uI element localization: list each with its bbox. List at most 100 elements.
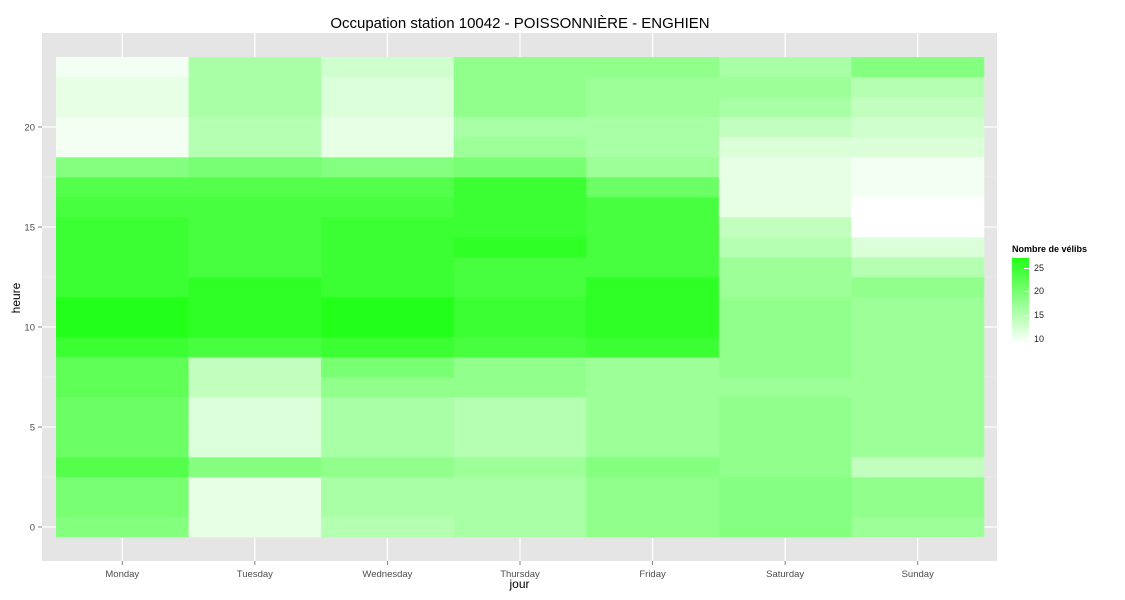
heatmap-cell	[188, 237, 322, 258]
heatmap-cell	[586, 77, 720, 98]
heatmap-cell	[321, 137, 455, 158]
heatmap-cell	[188, 397, 322, 418]
heatmap-cell	[56, 417, 189, 438]
heatmap-cell	[851, 77, 985, 98]
heatmap-cell	[851, 277, 985, 298]
x-tick-label: Wednesday	[362, 569, 412, 580]
heatmap-cell	[188, 377, 322, 398]
heatmap-cell	[321, 397, 455, 418]
heatmap-cell	[718, 137, 852, 158]
heatmap-cell	[56, 477, 189, 498]
heatmap-cell	[718, 517, 852, 538]
x-axis-label: jour	[509, 577, 530, 591]
heatmap-cell	[586, 237, 720, 258]
y-tick-label: 5	[30, 423, 35, 434]
heatmap-cell	[586, 157, 720, 178]
heatmap-cell	[56, 97, 189, 118]
heatmap-cell	[188, 477, 322, 498]
heatmap-cell	[851, 417, 985, 438]
heatmap-cell	[453, 337, 587, 358]
heatmap-cell	[851, 477, 985, 498]
heatmap-cell	[453, 277, 587, 298]
x-tick-label: Monday	[105, 569, 139, 580]
heatmap-cell	[321, 117, 455, 138]
heatmap-cell	[188, 357, 322, 378]
heatmap-cell	[56, 77, 189, 98]
heatmap-cell	[56, 177, 189, 198]
heatmap-cell	[851, 197, 985, 218]
heatmap-cell	[586, 337, 720, 358]
heatmap-cell	[453, 237, 587, 258]
heatmap-cell	[718, 157, 852, 178]
heatmap-cell	[56, 57, 189, 78]
legend-tick-mark	[1024, 291, 1029, 293]
heatmap-cell	[453, 497, 587, 518]
heatmap-cell	[718, 57, 852, 78]
heatmap-cell	[56, 377, 189, 398]
heatmap-cell	[851, 57, 985, 78]
heatmap-cell	[453, 477, 587, 498]
heatmap-cell	[718, 297, 852, 318]
heatmap-cell	[453, 397, 587, 418]
heatmap-cell	[56, 457, 189, 478]
heatmap-cell	[321, 497, 455, 518]
heatmap-cell	[851, 497, 985, 518]
heatmap-cell	[453, 317, 587, 338]
heatmap-cell	[188, 337, 322, 358]
heatmap-cell	[586, 97, 720, 118]
heatmap-cell	[718, 177, 852, 198]
heatmap-cell	[851, 377, 985, 398]
heatmap-cell	[453, 137, 587, 158]
heatmap-cell	[188, 497, 322, 518]
heatmap-cell	[851, 297, 985, 318]
heatmap-cell	[718, 497, 852, 518]
heatmap-cell	[851, 517, 985, 538]
heatmap-cell	[188, 157, 322, 178]
heatmap-cell	[56, 157, 189, 178]
heatmap-cell	[321, 237, 455, 258]
heatmap-cell	[188, 117, 322, 138]
heatmap-cell	[586, 137, 720, 158]
heatmap-cell	[188, 57, 322, 78]
heatmap-cell	[56, 137, 189, 158]
heatmap-cell	[586, 297, 720, 318]
heatmap-cell	[188, 417, 322, 438]
heatmap-cell	[188, 277, 322, 298]
heatmap-cell	[453, 457, 587, 478]
heatmap-cell	[188, 197, 322, 218]
heatmap-cell	[56, 237, 189, 258]
heatmap-cell	[718, 277, 852, 298]
heatmap-cell	[586, 417, 720, 438]
heatmap-cell	[586, 497, 720, 518]
heatmap-cell	[321, 317, 455, 338]
heatmap-cell	[321, 157, 455, 178]
heatmap-cell	[321, 517, 455, 538]
heatmap-cell	[188, 217, 322, 238]
legend-tick-mark	[1024, 339, 1029, 341]
heatmap-cell	[718, 477, 852, 498]
heatmap-cell	[321, 77, 455, 98]
color-legend: Nombre de vélibs 10 15 20 25	[1012, 244, 1122, 354]
heatmap-cell	[321, 337, 455, 358]
legend-color-bar	[1012, 258, 1029, 344]
heatmap-cell	[718, 397, 852, 418]
heatmap-cell	[718, 237, 852, 258]
heatmap-cell	[188, 457, 322, 478]
chart-title: Occupation station 10042 - POISSONNIÈRE …	[330, 15, 710, 32]
heatmap-cell	[851, 437, 985, 458]
y-tick-label: 0	[30, 523, 35, 534]
heatmap-cell	[321, 477, 455, 498]
heatmap-cell	[586, 257, 720, 278]
heatmap-cell	[56, 257, 189, 278]
heatmap-cell	[718, 357, 852, 378]
legend-tick-mark	[1024, 267, 1029, 269]
heatmap-cell	[851, 397, 985, 418]
x-tick-label: Thursday	[500, 569, 540, 580]
heatmap-cell	[851, 357, 985, 378]
heatmap-cell	[851, 137, 985, 158]
legend-tick-label: 25	[1034, 262, 1045, 273]
heatmap-cell	[718, 217, 852, 238]
heatmap-cell	[453, 217, 587, 238]
heatmap-cell	[188, 77, 322, 98]
